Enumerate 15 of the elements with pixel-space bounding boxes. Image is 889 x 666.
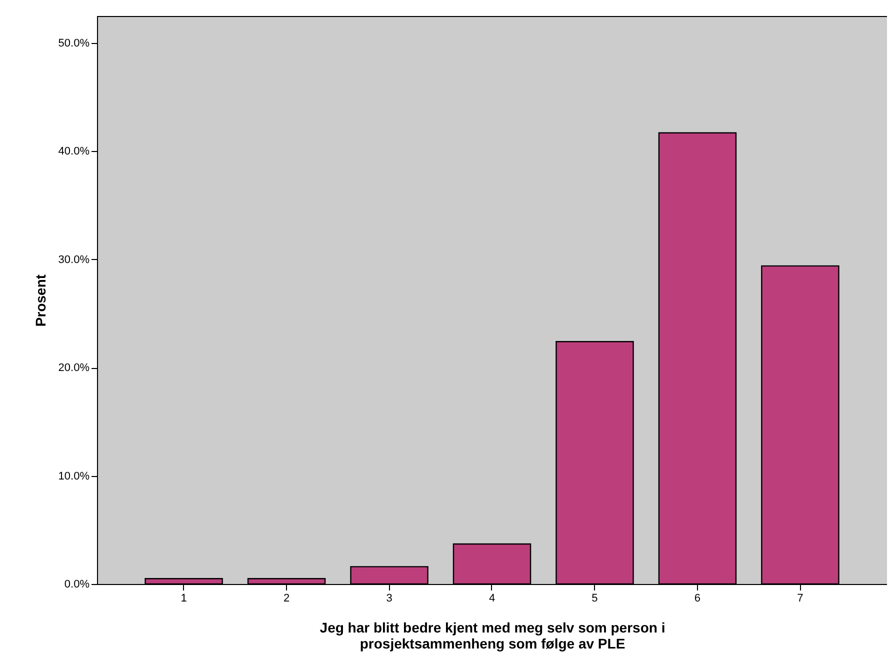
y-tick-label: 20.0% <box>58 362 90 374</box>
y-tick-label: 10.0% <box>58 470 90 482</box>
x-tick-label: 6 <box>694 592 701 604</box>
x-tick-label: 2 <box>283 592 290 604</box>
y-tick-label: 40.0% <box>58 146 90 158</box>
y-tick-label: 30.0% <box>58 254 90 266</box>
x-tick-label: 4 <box>488 592 496 604</box>
x-axis-title: Jeg har blitt bedre kjent med meg selv som person i prosjektsammenheng som følge av PLE <box>320 620 666 652</box>
x-tick-label: 7 <box>797 592 804 604</box>
x-tick-label: 3 <box>386 592 392 604</box>
y-axis-title: Prosent <box>32 274 48 327</box>
y-tick-label: 0.0% <box>64 578 90 590</box>
x-tick-label: 1 <box>180 592 187 604</box>
y-tick-label: 50.0% <box>58 38 90 50</box>
x-tick-label: 5 <box>592 592 598 604</box>
